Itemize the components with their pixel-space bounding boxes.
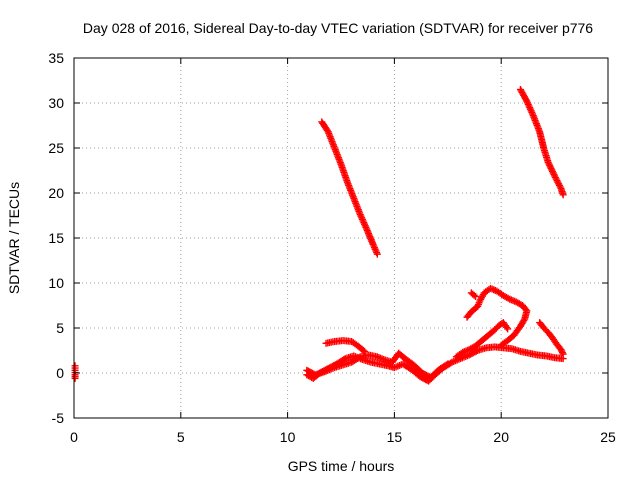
track-marker — [552, 175, 560, 183]
series-track — [303, 349, 452, 381]
track-marker — [499, 340, 507, 348]
track-marker — [340, 356, 348, 363]
y-tick-label: 20 — [48, 185, 64, 201]
chart-title: Day 028 of 2016, Sidereal Day-to-day VTE… — [83, 20, 593, 36]
data-point — [559, 350, 567, 358]
data-point — [559, 191, 567, 199]
series-track — [322, 337, 368, 355]
data-point — [360, 347, 368, 355]
track-marker — [358, 215, 366, 223]
track-marker — [442, 361, 450, 369]
y-tick-label: 5 — [56, 320, 64, 336]
x-tick-label: 5 — [177, 429, 185, 445]
y-tick-label: 35 — [48, 50, 64, 66]
data-point — [356, 211, 364, 219]
series-track — [463, 284, 531, 349]
track-marker — [553, 177, 561, 185]
x-tick-label: 15 — [387, 429, 403, 445]
series-track — [71, 362, 79, 382]
track-marker — [362, 223, 370, 231]
data-series — [71, 86, 567, 385]
track-marker — [503, 323, 511, 331]
y-axis-label: SDTVAR / TECUs — [6, 182, 22, 294]
data-point — [551, 172, 559, 180]
data-point — [71, 374, 79, 382]
y-tick-label: 30 — [48, 95, 64, 111]
y-tick-label: 15 — [48, 230, 64, 246]
series-track — [516, 86, 567, 199]
track-marker — [526, 105, 534, 113]
data-point — [472, 293, 480, 300]
track-marker — [554, 178, 562, 186]
series-track — [318, 118, 381, 258]
track-marker — [360, 219, 368, 227]
track-marker — [360, 220, 368, 228]
track-marker — [504, 294, 512, 302]
track-marker — [359, 346, 367, 354]
track-marker — [528, 108, 536, 116]
y-tick-label: -5 — [52, 410, 65, 426]
track-marker — [556, 183, 564, 191]
track-marker — [555, 181, 563, 189]
y-tick-label: 25 — [48, 140, 64, 156]
track-marker — [323, 126, 331, 134]
y-tick-label: 0 — [56, 365, 64, 381]
y-tick-label: 10 — [48, 275, 64, 291]
track-marker — [551, 173, 559, 181]
x-tick-label: 0 — [70, 429, 78, 445]
x-tick-label: 20 — [493, 429, 509, 445]
track-marker — [355, 354, 363, 362]
track-marker — [529, 110, 537, 118]
track-marker — [524, 99, 532, 107]
axis-ticks — [73, 57, 609, 419]
x-axis-label: GPS time / hours — [288, 458, 395, 474]
track-marker — [522, 96, 530, 104]
series-track — [452, 319, 512, 361]
x-tick-label: 25 — [600, 429, 616, 445]
track-marker — [358, 214, 366, 222]
series-track — [536, 319, 567, 358]
data-point — [504, 325, 512, 333]
track-marker — [555, 180, 563, 188]
track-marker — [470, 291, 478, 299]
track-marker — [527, 107, 535, 115]
data-point — [523, 97, 531, 105]
track-marker — [550, 170, 558, 178]
x-tick-labels: 0 5 10 15 20 25 — [70, 429, 616, 445]
track-marker — [472, 347, 480, 355]
track-marker — [357, 212, 365, 220]
series-track — [467, 289, 480, 300]
track-marker — [526, 104, 534, 112]
track-marker — [359, 217, 367, 225]
data-point — [444, 360, 452, 368]
track-marker — [558, 349, 566, 357]
data-point — [497, 341, 505, 349]
track-marker — [524, 100, 532, 108]
x-tick-label: 10 — [280, 429, 296, 445]
track-marker — [361, 222, 369, 230]
y-tick-labels: -5 0 5 10 15 20 25 30 35 — [48, 50, 64, 426]
track-marker — [525, 102, 533, 110]
data-point — [373, 250, 381, 258]
